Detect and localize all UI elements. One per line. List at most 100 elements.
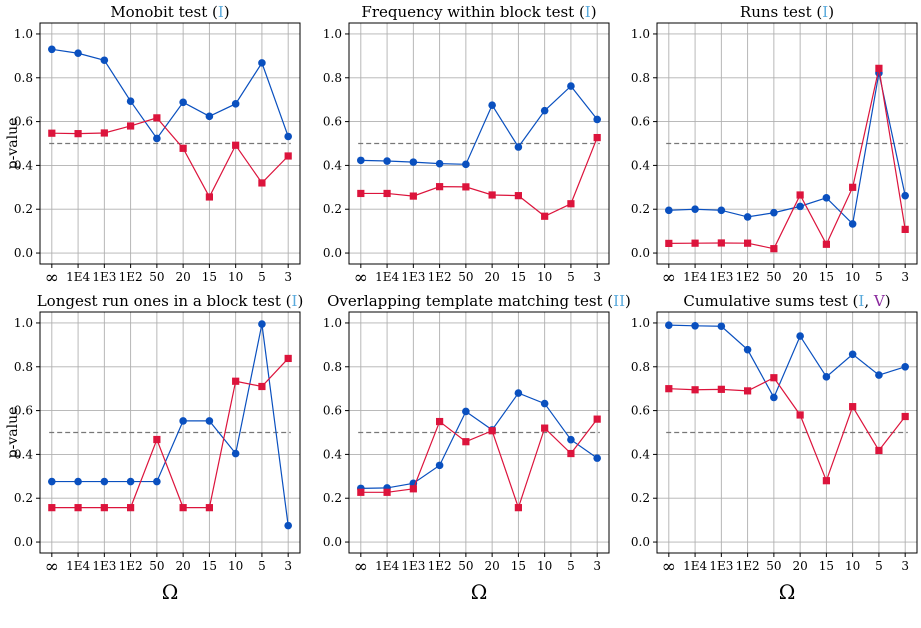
- series-1-point: [822, 194, 831, 202]
- x-tick-label: 1E4: [683, 270, 707, 284]
- series-line-1: [51, 48, 289, 140]
- series-1-point: [153, 134, 161, 143]
- y-tick-label: 0.6: [14, 404, 33, 418]
- plot-frame: [39, 22, 301, 265]
- title-tag: V: [873, 292, 886, 310]
- y-axis-label: p-value: [5, 118, 21, 170]
- chart-panel-6: 0.0 0.2 0.4 0.6 0.8 1.0 ∞ 1E4 1E3 1E2 50 20 15 10 5 3 Cu…: [631, 292, 918, 604]
- y-tick-label: 0.8: [631, 360, 650, 374]
- series-2-point: [74, 130, 82, 138]
- series-1-point: [901, 362, 909, 371]
- x-tick-label: 10: [537, 270, 552, 284]
- x-tick-label: ∞: [354, 557, 368, 577]
- series-1-point: [567, 435, 575, 444]
- series-1-point: [848, 220, 857, 228]
- series-2-point: [514, 192, 522, 200]
- series-2-point: [744, 387, 752, 395]
- series-1-point: [205, 112, 214, 121]
- series-1-point: [665, 206, 673, 215]
- chart-panel-3: 0.0 0.2 0.4 0.6 0.8 1.0 ∞ 1E4 1E3 1E2 50 20 15 10 5 3 Ru…: [631, 3, 918, 288]
- y-tick-label: 0.2: [323, 202, 342, 216]
- series-1-point: [74, 49, 82, 58]
- series-2-point: [284, 354, 292, 363]
- series-2-point: [849, 183, 857, 191]
- series-2-point: [901, 225, 909, 233]
- y-tick-label: 1.0: [14, 27, 33, 41]
- series-2-point: [284, 152, 292, 160]
- x-tick-label: 1E4: [683, 559, 707, 573]
- x-tick-label: ∞: [354, 268, 368, 288]
- title-text: Runs test (: [740, 3, 822, 21]
- y-tick-label: 1.0: [631, 27, 650, 41]
- y-tick-label: 0.8: [14, 360, 33, 374]
- x-tick-label: 15: [202, 270, 217, 284]
- series-2-point: [593, 133, 601, 142]
- series-2-point: [770, 245, 778, 253]
- series-2-point: [796, 191, 804, 199]
- panel-title: Monobit test (I): [110, 3, 229, 21]
- series-2-point: [822, 477, 830, 485]
- series-2-point: [383, 189, 391, 198]
- x-tick-label: 3: [593, 559, 601, 573]
- series-2-point: [436, 183, 444, 191]
- series-1-point: [691, 322, 699, 330]
- x-tick-label: 50: [766, 270, 781, 284]
- series-1-point: [409, 158, 418, 166]
- x-tick-label: 5: [875, 559, 883, 573]
- title-tag: I: [585, 3, 591, 21]
- title-text: Monobit test (: [110, 3, 218, 21]
- series-line-1: [360, 85, 598, 165]
- title-text: ): [885, 292, 891, 310]
- series-2-point: [100, 504, 108, 512]
- series-1-point: [357, 156, 365, 165]
- series-1-point: [770, 208, 778, 217]
- x-tick-label: 1E4: [375, 559, 399, 573]
- series-1-point: [435, 159, 444, 168]
- series-2-point: [205, 504, 213, 512]
- x-tick-label: 1E4: [66, 559, 90, 573]
- series-1-point: [231, 449, 240, 458]
- series-1-point: [74, 477, 82, 486]
- panel-title: Frequency within block test (I): [361, 3, 596, 21]
- series-2-point: [541, 212, 549, 220]
- x-tick-label: ∞: [662, 557, 676, 577]
- series-2-point: [875, 446, 883, 455]
- x-axis-label: Ω: [471, 580, 488, 604]
- series-1-point: [691, 205, 699, 214]
- series-2-point: [127, 122, 135, 130]
- series-2-point: [179, 144, 187, 152]
- y-tick-label: 0.2: [631, 491, 650, 505]
- series-1-point: [796, 332, 804, 340]
- x-tick-label: 3: [284, 559, 292, 573]
- y-tick-label: 1.0: [631, 316, 650, 330]
- y-tick-label: 0.4: [14, 447, 33, 461]
- y-tick-label: 0.4: [323, 158, 342, 172]
- series-line-2: [360, 418, 598, 510]
- title-text: Longest run ones in a block test (: [37, 292, 292, 310]
- series-1-point: [665, 321, 673, 329]
- series-1-point: [435, 461, 444, 470]
- series-2-point: [567, 200, 575, 208]
- series-2-point: [717, 239, 725, 247]
- x-tick-label: 1E2: [119, 270, 143, 284]
- series-line-2: [51, 117, 289, 199]
- series-2-point: [691, 386, 699, 394]
- x-axis-label: Ω: [162, 580, 179, 604]
- series-2-point: [48, 504, 56, 512]
- y-tick-label: 0.8: [631, 71, 650, 85]
- series-line-1: [668, 324, 906, 399]
- x-tick-label: 5: [567, 559, 575, 573]
- series-1-point: [462, 407, 470, 416]
- series-line-1: [360, 392, 598, 489]
- series-2-point: [665, 239, 673, 248]
- series-1-point: [258, 320, 266, 328]
- x-tick-label: 10: [845, 559, 860, 573]
- series-1-point: [514, 143, 523, 151]
- series-1-point: [258, 59, 266, 67]
- x-tick-label: 1E3: [401, 559, 425, 573]
- y-tick-label: 0.0: [323, 246, 342, 260]
- series-2-point: [744, 239, 752, 247]
- series-1-point: [593, 115, 601, 124]
- series-1-point: [126, 97, 135, 106]
